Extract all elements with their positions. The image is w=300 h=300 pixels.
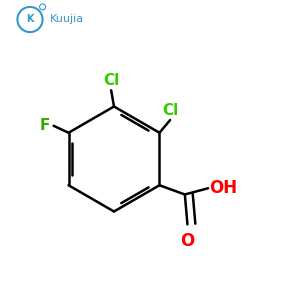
Text: Kuujia: Kuujia xyxy=(50,14,84,25)
Text: Cl: Cl xyxy=(162,103,178,118)
Text: K: K xyxy=(26,14,34,25)
Text: O: O xyxy=(180,232,195,250)
Text: OH: OH xyxy=(209,179,238,197)
Text: Cl: Cl xyxy=(103,73,119,88)
Text: F: F xyxy=(40,118,50,133)
